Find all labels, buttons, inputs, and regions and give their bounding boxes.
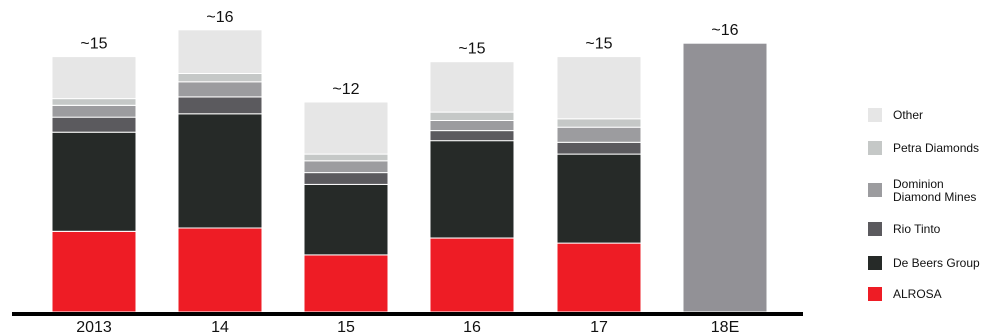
bar-de-beers-group-2013 bbox=[51, 131, 137, 232]
legend-label-de-beers-group: De Beers Group bbox=[893, 256, 980, 270]
bar-dominion-diamond-mines-2013 bbox=[51, 104, 137, 118]
total-label-17: ~15 bbox=[585, 36, 612, 53]
bar-other-17 bbox=[556, 56, 642, 120]
bars-layer bbox=[51, 29, 768, 313]
bar-petra-diamonds-2013 bbox=[51, 98, 137, 106]
bar-other-14 bbox=[177, 29, 263, 74]
bar-dominion-diamond-mines-15 bbox=[303, 160, 389, 174]
x-tick-labels-layer: 2013 14 15 16 17 18E bbox=[76, 319, 739, 336]
bar-alrosa-15 bbox=[303, 254, 389, 313]
bar-petra-diamonds-15 bbox=[303, 153, 389, 162]
bar-alrosa-16 bbox=[429, 237, 515, 313]
bar-dominion-diamond-mines-16 bbox=[429, 120, 515, 132]
x-tick-label-14: 14 bbox=[211, 319, 229, 336]
legend-label-dominion-diamond-mines: Dominion Diamond Mines bbox=[893, 177, 976, 204]
bar-dominion-diamond-mines-17 bbox=[556, 126, 642, 143]
x-tick-label-16: 16 bbox=[463, 319, 481, 336]
x-tick-label-18e: 18E bbox=[711, 319, 739, 336]
bar-total-18e bbox=[682, 42, 768, 313]
legend-swatch-rio-tinto bbox=[868, 222, 882, 236]
bar-de-beers-group-16 bbox=[429, 140, 515, 239]
bar-petra-diamonds-14 bbox=[177, 72, 263, 83]
total-labels-layer: ~15 ~16 ~12 ~15 ~15 ~16 bbox=[80, 9, 738, 98]
legend-label-petra-diamonds: Petra Diamonds bbox=[893, 141, 979, 155]
legend-label-rio-tinto: Rio Tinto bbox=[893, 222, 941, 236]
total-label-18e: ~16 bbox=[711, 22, 738, 39]
legend-swatch-dominion-diamond-mines bbox=[868, 183, 882, 197]
bar-rio-tinto-16 bbox=[429, 130, 515, 142]
bar-alrosa-2013 bbox=[51, 230, 137, 313]
bar-alrosa-17 bbox=[556, 242, 642, 313]
total-label-2013: ~15 bbox=[80, 36, 107, 53]
bar-de-beers-group-15 bbox=[303, 183, 389, 256]
bar-petra-diamonds-16 bbox=[429, 111, 515, 121]
total-label-15: ~12 bbox=[332, 81, 359, 98]
bar-de-beers-group-14 bbox=[177, 113, 263, 229]
legend-label-alrosa: ALROSA bbox=[893, 287, 942, 301]
legend: Other Petra Diamonds Dominion Diamond Mines… bbox=[868, 108, 980, 301]
x-tick-label-17: 17 bbox=[590, 319, 608, 336]
bar-dominion-diamond-mines-14 bbox=[177, 81, 263, 98]
x-tick-label-15: 15 bbox=[337, 319, 355, 336]
bar-petra-diamonds-17 bbox=[556, 118, 642, 128]
legend-swatch-de-beers-group bbox=[868, 256, 882, 270]
total-label-14: ~16 bbox=[206, 9, 233, 26]
bar-other-2013 bbox=[51, 56, 137, 100]
bar-rio-tinto-15 bbox=[303, 172, 389, 185]
bar-other-16 bbox=[429, 61, 515, 113]
bar-rio-tinto-2013 bbox=[51, 116, 137, 133]
bar-rio-tinto-14 bbox=[177, 96, 263, 115]
legend-swatch-alrosa bbox=[868, 287, 882, 301]
bar-other-15 bbox=[303, 101, 389, 155]
bar-alrosa-14 bbox=[177, 227, 263, 313]
bar-de-beers-group-17 bbox=[556, 153, 642, 244]
total-label-16: ~15 bbox=[458, 41, 485, 58]
x-tick-label-2013: 2013 bbox=[76, 319, 112, 336]
legend-swatch-other bbox=[868, 108, 882, 122]
bar-rio-tinto-17 bbox=[556, 141, 642, 155]
legend-label-other: Other bbox=[893, 108, 923, 122]
legend-swatch-petra-diamonds bbox=[868, 141, 882, 155]
